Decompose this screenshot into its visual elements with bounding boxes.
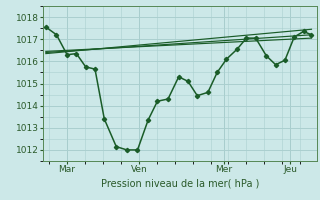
X-axis label: Pression niveau de la mer( hPa ): Pression niveau de la mer( hPa ) — [101, 178, 259, 188]
